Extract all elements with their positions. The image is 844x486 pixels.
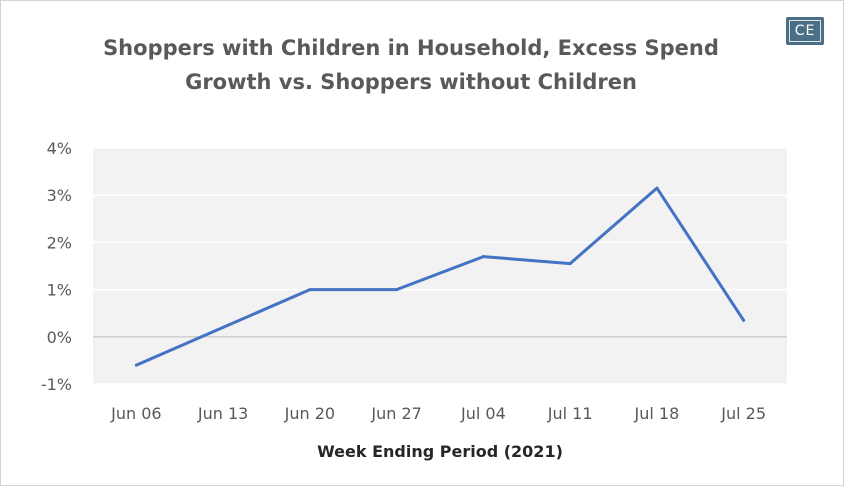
x-tick-label: Jul 25 [720,404,766,423]
data-point [308,288,312,292]
x-axis-ticks: Jun 06 Jun 13 Jun 20 Jun 27 Jul 04 Jul 11 Jul … [110,404,766,423]
y-tick-label: 0% [47,328,72,347]
chart-title: Shoppers with Children in Household, Exc… [61,31,761,99]
ce-logo-text: CE [789,20,821,42]
y-tick-label: 2% [47,233,72,252]
series-group [134,186,746,367]
data-point [568,262,572,266]
y-tick-label: 1% [47,281,72,300]
x-tick-label: Jun 27 [370,404,421,423]
x-tick-label: Jun 13 [197,404,248,423]
x-tick-label: Jun 20 [284,404,335,423]
x-tick-label: Jun 06 [110,404,161,423]
data-point [395,288,399,292]
x-tick-label: Jul 11 [547,404,593,423]
y-tick-label: 3% [47,186,72,205]
data-point [134,363,138,367]
gridlines [93,147,787,385]
data-point [481,255,485,259]
ce-logo: CE [786,17,824,45]
x-axis-label: Week Ending Period (2021) [317,442,563,461]
data-point [742,318,746,322]
data-point [221,325,225,329]
plot-area [93,148,787,384]
chart-title-line-2: Growth vs. Shoppers without Children [185,70,637,94]
series-line [134,186,746,367]
y-tick-label: 4% [47,139,72,158]
y-axis-ticks: -1% 0% 1% 2% 3% 4% [41,139,72,394]
chart-title-line-1: Shoppers with Children in Household, Exc… [103,36,719,60]
x-tick-label: Jul 04 [460,404,506,423]
x-tick-label: Jul 18 [634,404,680,423]
data-point [655,186,659,190]
y-tick-label: -1% [41,375,72,394]
